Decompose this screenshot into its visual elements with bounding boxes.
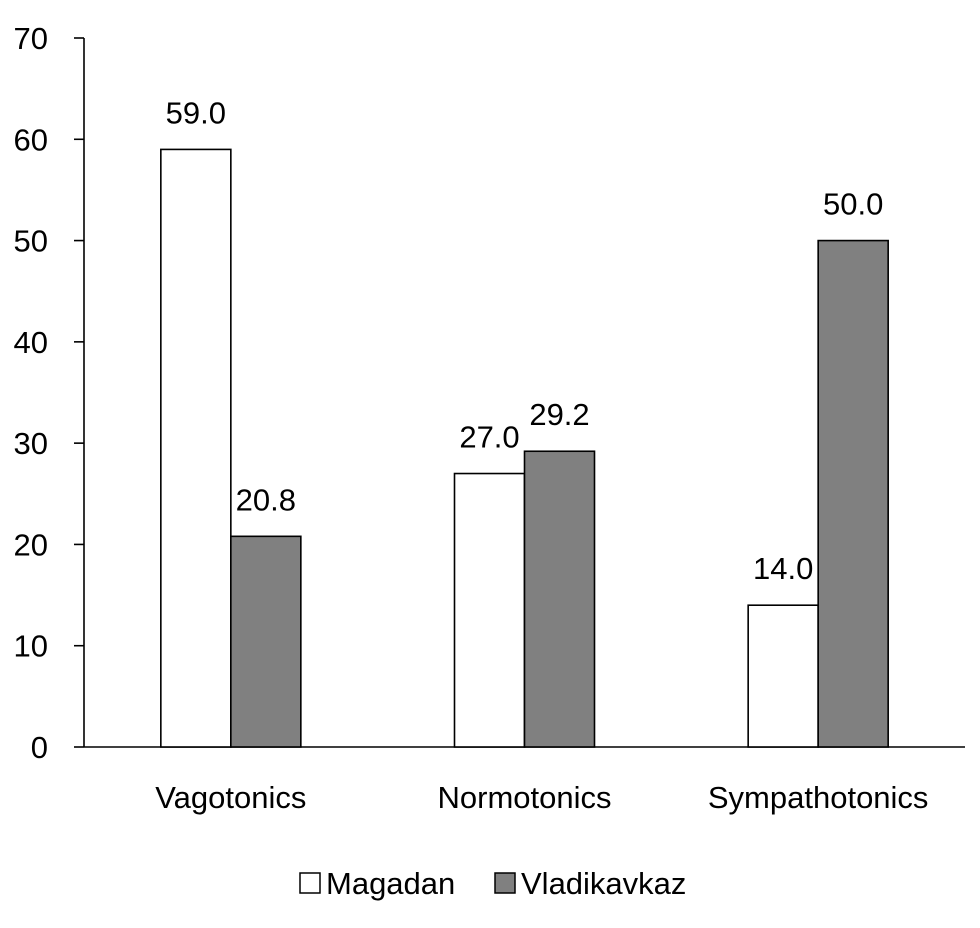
bar-magadan-normotonics bbox=[453, 472, 526, 748]
y-tick-label: 20 bbox=[14, 527, 48, 562]
bar-magadan-vagotonics bbox=[160, 148, 232, 748]
data-label: 20.8 bbox=[236, 482, 296, 517]
legend-label: Magadan bbox=[326, 866, 455, 901]
x-tick-label: Normotonics bbox=[438, 780, 612, 815]
bar-vladikavkaz-normotonics bbox=[523, 450, 596, 748]
x-tick-label: Sympathotonics bbox=[708, 780, 929, 815]
bar-vladikavkaz-sympathotonics bbox=[817, 239, 889, 748]
y-tick-label: 30 bbox=[14, 426, 48, 461]
bar-vladikavkaz-vagotonics bbox=[230, 535, 302, 748]
y-tick-label: 70 bbox=[14, 21, 48, 56]
data-label: 14.0 bbox=[753, 551, 813, 586]
data-label: 27.0 bbox=[459, 420, 519, 455]
legend-swatch-vladikavkaz bbox=[494, 872, 516, 894]
data-label: 29.2 bbox=[529, 397, 589, 432]
data-label: 59.0 bbox=[166, 95, 226, 130]
legend-label: Vladikavkaz bbox=[521, 866, 686, 901]
y-tick-label: 10 bbox=[14, 629, 48, 664]
data-label: 50.0 bbox=[823, 187, 883, 222]
y-tick-label: 50 bbox=[14, 224, 48, 259]
y-tick-label: 0 bbox=[31, 730, 48, 765]
y-tick-label: 40 bbox=[14, 325, 48, 360]
legend-swatch-magadan bbox=[299, 872, 321, 894]
x-tick-label: Vagotonics bbox=[155, 780, 306, 815]
y-tick-label: 60 bbox=[14, 122, 48, 157]
bar-magadan-sympathotonics bbox=[747, 604, 819, 748]
